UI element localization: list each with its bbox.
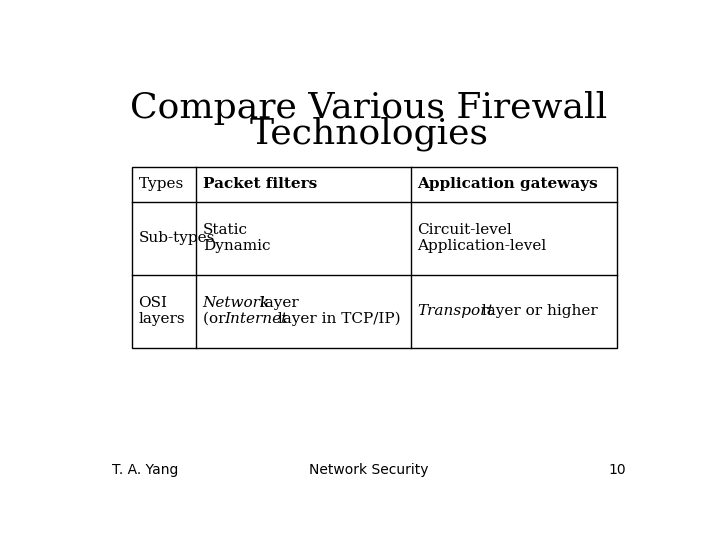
Text: Internet: Internet (224, 312, 287, 326)
Text: Static: Static (203, 224, 248, 238)
Text: Compare Various Firewall: Compare Various Firewall (130, 91, 608, 125)
Text: Network Security: Network Security (310, 463, 428, 477)
Text: Application-level: Application-level (418, 239, 546, 253)
Bar (132, 167, 617, 348)
Text: 10: 10 (608, 463, 626, 477)
Text: Packet filters: Packet filters (203, 177, 317, 191)
Text: Application gateways: Application gateways (418, 177, 598, 191)
Text: Types: Types (138, 177, 184, 191)
Text: Technologies: Technologies (250, 116, 488, 151)
Text: OSI: OSI (138, 296, 168, 310)
Text: Circuit-level: Circuit-level (418, 224, 513, 238)
Text: Transport: Transport (418, 304, 494, 318)
Text: Sub-types: Sub-types (138, 232, 215, 245)
Text: layer: layer (255, 296, 299, 310)
Text: layers: layers (138, 312, 185, 326)
Text: T. A. Yang: T. A. Yang (112, 463, 179, 477)
Text: (or: (or (203, 312, 230, 326)
Text: layer or higher: layer or higher (477, 304, 598, 318)
Text: Network: Network (203, 296, 270, 310)
Text: layer in TCP/IP): layer in TCP/IP) (273, 312, 400, 326)
Text: Dynamic: Dynamic (203, 239, 270, 253)
